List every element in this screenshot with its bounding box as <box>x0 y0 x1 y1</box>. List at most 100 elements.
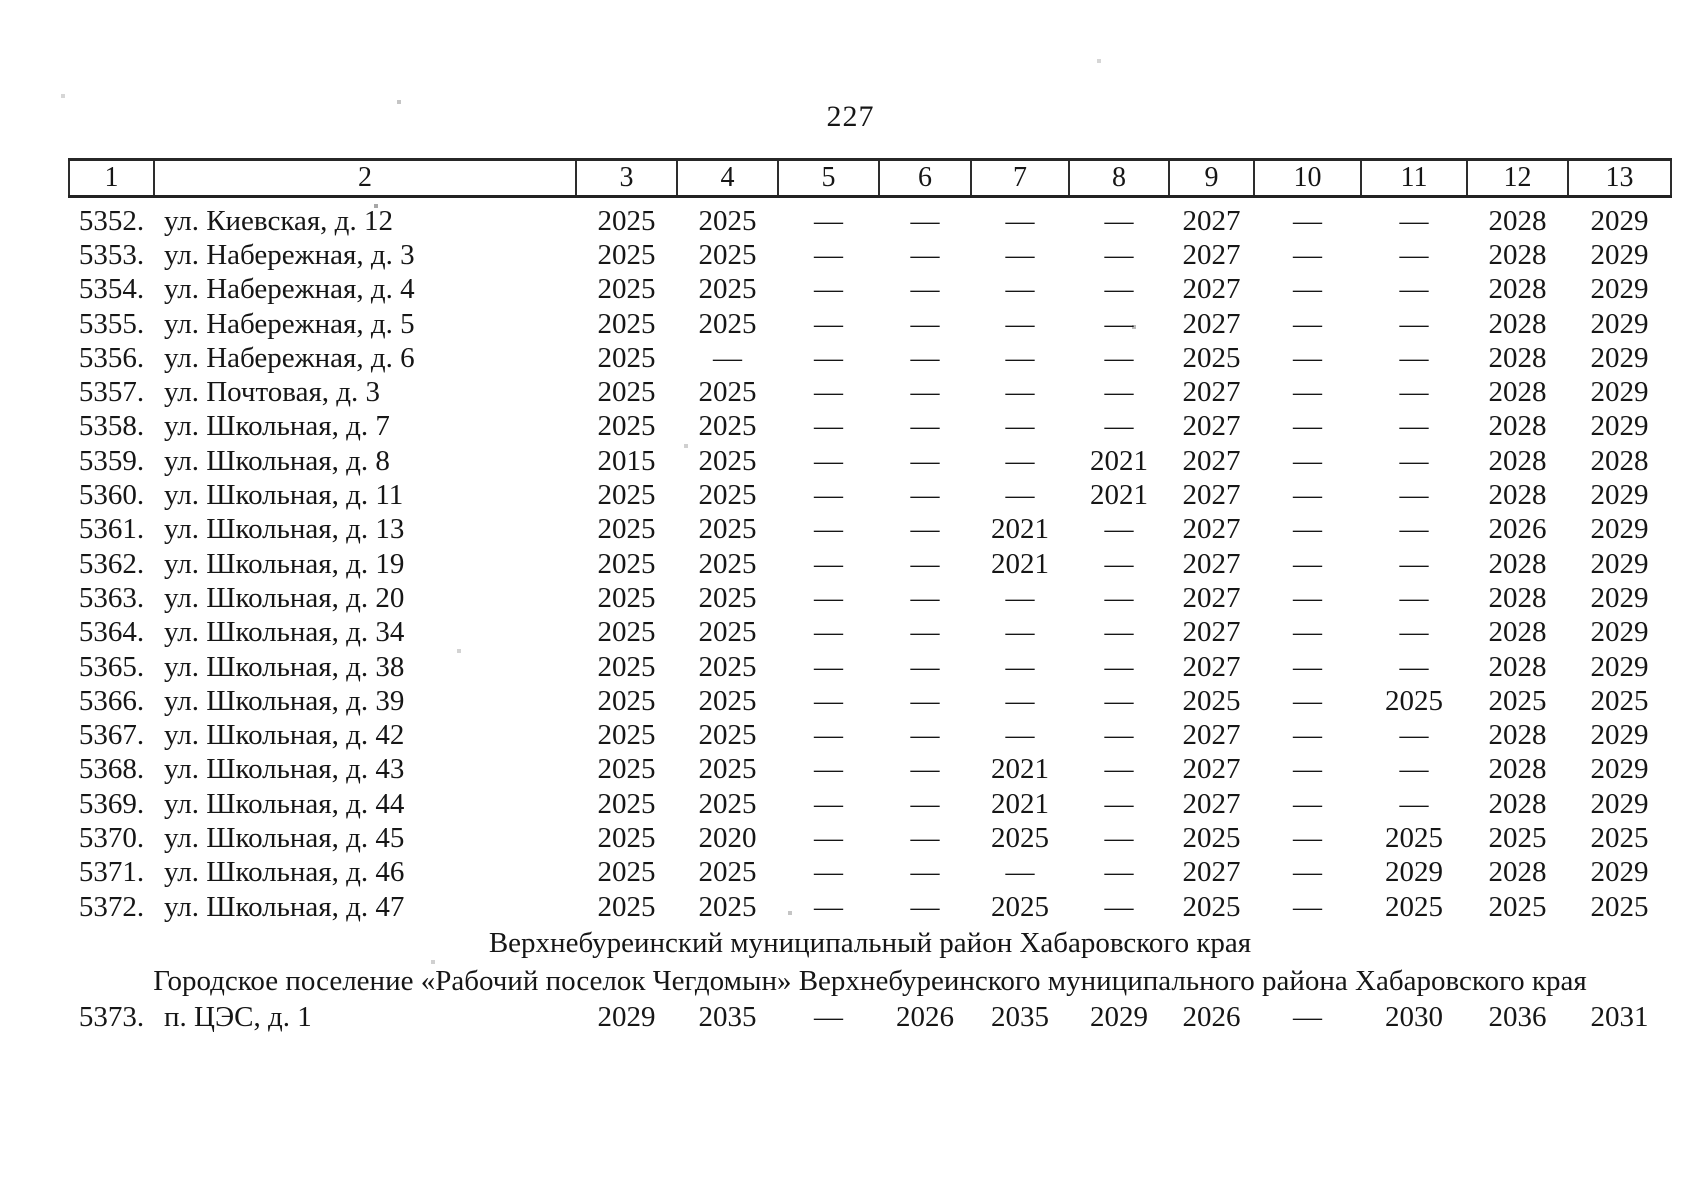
section-title: Верхнебуреинский муниципальный район Хаб… <box>488 926 1252 959</box>
year-cell: 2025 <box>698 444 757 477</box>
year-cell: — <box>1399 273 1429 306</box>
year-cell: 2025 <box>1182 821 1241 854</box>
year-cell: — <box>1399 513 1429 546</box>
year-cell: 2025 <box>698 616 757 649</box>
year-cell: 2025 <box>1182 341 1241 374</box>
year-cell: 2025 <box>597 890 656 923</box>
year-cell: 2025 <box>698 547 757 580</box>
year-cell: 2028 <box>1488 479 1547 512</box>
year-cell: — <box>1399 479 1429 512</box>
year-cell: — <box>814 307 843 340</box>
year-cell: — <box>910 650 940 683</box>
year-cell: 2029 <box>1590 513 1649 546</box>
year-cell: — <box>910 890 940 923</box>
year-cell: 2027 <box>1182 479 1241 512</box>
table-row: 5364. ул. Школьная, д. 34 2025 2025 — — — — 2027… <box>69 616 1671 650</box>
year-cell: — <box>1104 581 1134 614</box>
year-cell: — <box>1399 307 1429 340</box>
year-cell: — <box>910 684 940 717</box>
address-cell: ул. Школьная, д. 20 <box>164 581 405 614</box>
address-cell: ул. Набережная, д. 5 <box>164 307 415 340</box>
year-cell: — <box>1293 376 1322 409</box>
year-cell: 2025 <box>698 753 757 786</box>
address-cell: ул. Школьная, д. 8 <box>164 444 390 477</box>
year-cell: — <box>1104 856 1134 889</box>
year-cell: 2021 <box>991 513 1049 546</box>
row-number: 5357. <box>78 376 145 409</box>
year-cell: — <box>910 719 940 752</box>
year-cell: — <box>1399 444 1429 477</box>
year-cell: — <box>910 444 940 477</box>
year-cell: 2025 <box>597 547 656 580</box>
row-number: 5365. <box>78 650 145 683</box>
year-cell: — <box>1399 787 1429 820</box>
year-cell: 2025 <box>698 787 757 820</box>
row-number: 5367. <box>78 719 145 752</box>
column-header: 6 <box>878 158 972 198</box>
year-cell: — <box>814 856 843 889</box>
year-cell: 2025 <box>698 410 757 443</box>
address-cell: ул. Школьная, д. 43 <box>164 753 405 786</box>
row-number: 5362. <box>78 547 145 580</box>
row-number: 5373. <box>78 1000 145 1033</box>
year-cell: — <box>814 513 843 546</box>
year-cell: — <box>910 547 940 580</box>
year-cell: 2021 <box>991 787 1049 820</box>
year-cell: 2015 <box>597 444 656 477</box>
year-cell: — <box>1399 753 1429 786</box>
year-cell: 2025 <box>1488 890 1547 923</box>
year-cell: — <box>814 753 843 786</box>
year-cell: 2027 <box>1182 753 1241 786</box>
year-cell: 2025 <box>597 307 656 340</box>
table-row: 5357. ул. Почтовая, д. 3 2025 2025 — — — — 2027 —… <box>69 375 1671 409</box>
year-cell: 2029 <box>1590 581 1649 614</box>
year-cell: 2028 <box>1488 719 1547 752</box>
year-cell: 2030 <box>1385 1000 1443 1033</box>
year-cell: — <box>713 341 742 374</box>
year-cell: — <box>910 341 940 374</box>
section-title: Городское поселение «Рабочий поселок Чег… <box>153 964 1587 997</box>
table-row: 5362. ул. Школьная, д. 19 2025 2025 — — 2021 — 2… <box>69 547 1671 581</box>
year-cell: 2025 <box>597 719 656 752</box>
year-cell: 2028 <box>1488 204 1547 237</box>
year-cell: — <box>1293 890 1322 923</box>
year-cell: — <box>814 479 843 512</box>
column-header: 1 <box>68 158 155 198</box>
row-number: 5359. <box>78 444 145 477</box>
year-cell: — <box>1293 273 1322 306</box>
year-cell: 2027 <box>1182 238 1241 271</box>
year-cell: — <box>1293 513 1322 546</box>
row-number: 5360. <box>78 479 145 512</box>
year-cell: — <box>1104 684 1134 717</box>
year-cell: 2025 <box>698 856 757 889</box>
year-cell: — <box>1104 890 1134 923</box>
year-cell: — <box>1293 616 1322 649</box>
year-cell: 2029 <box>1590 341 1649 374</box>
row-number: 5366. <box>78 684 145 717</box>
year-cell: — <box>1005 650 1035 683</box>
row-number: 5356. <box>78 341 145 374</box>
year-cell: 2029 <box>1590 238 1649 271</box>
year-cell: 2029 <box>1590 410 1649 443</box>
table-row: 5360. ул. Школьная, д. 11 2025 2025 — — — 2021 2… <box>69 478 1671 512</box>
year-cell: — <box>1293 1000 1322 1033</box>
year-cell: 2025 <box>597 479 656 512</box>
year-cell: 2025 <box>597 650 656 683</box>
year-cell: — <box>814 821 843 854</box>
year-cell: 2028 <box>1488 856 1547 889</box>
year-cell: — <box>910 479 940 512</box>
year-cell: 2025 <box>1182 890 1241 923</box>
year-cell: 2035 <box>698 1000 757 1033</box>
row-number: 5355. <box>78 307 145 340</box>
year-cell: — <box>1104 547 1134 580</box>
year-cell: — <box>1104 753 1134 786</box>
year-cell: — <box>1005 376 1035 409</box>
row-number: 5372. <box>78 890 145 923</box>
year-cell: 2029 <box>1590 307 1649 340</box>
table-row: 5361. ул. Школьная, д. 13 2025 2025 — — 2021 — 2… <box>69 513 1671 547</box>
year-cell: — <box>910 821 940 854</box>
table-row: 5358. ул. Школьная, д. 7 2025 2025 — — — — 2027 —… <box>69 410 1671 444</box>
year-cell: — <box>1293 856 1322 889</box>
year-cell: 2029 <box>1385 856 1443 889</box>
